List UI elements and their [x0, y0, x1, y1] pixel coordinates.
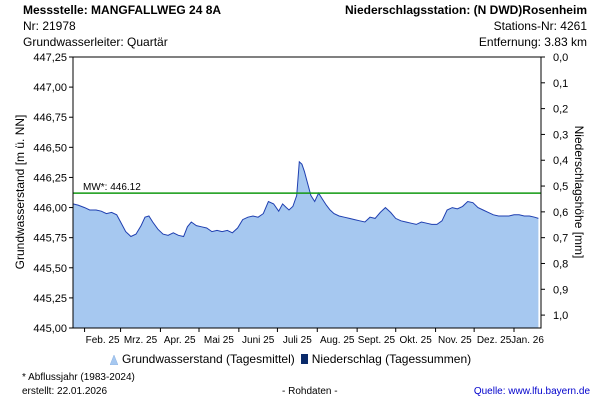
- chart-legend: Grundwasserstand (Tagesmittel) Niedersch…: [109, 352, 472, 366]
- x-tick-label: Okt. 25: [400, 335, 433, 346]
- groundwater-area: [73, 161, 539, 328]
- mean-label: MW*: 446.12: [83, 182, 141, 193]
- station-number: Nr: 21978: [23, 19, 76, 33]
- precip-station-distance: Entfernung: 3.83 km: [478, 35, 587, 49]
- y2-axis-label: Niederschlagshöhe [mm]: [572, 126, 586, 259]
- y-tick-label: 445,50: [33, 263, 67, 275]
- legend-groundwater-swatch: [109, 354, 119, 366]
- y-tick-label: 445,00: [33, 323, 67, 335]
- x-tick-label: Apr. 25: [164, 335, 196, 346]
- x-tick-label: Mai 25: [204, 335, 234, 346]
- y2-tick-label: 0,1: [553, 78, 568, 90]
- x-tick-label: Juli 25: [283, 335, 312, 346]
- y-tick-label: 445,75: [33, 233, 67, 245]
- x-tick-label: Feb. 25: [86, 335, 120, 346]
- raw-data-note: - Rohdaten -: [282, 386, 338, 397]
- y2-tick-label: 0,5: [553, 181, 568, 193]
- x-tick-label: Sept. 25: [358, 335, 396, 346]
- legend-precip-label: Niederschlag (Tagessummen): [311, 352, 472, 366]
- precip-station-number: Stations-Nr: 4261: [493, 19, 587, 33]
- x-tick-label: Nov. 25: [438, 335, 472, 346]
- y-tick-label: 446,25: [33, 172, 67, 184]
- y2-tick-label: 0,9: [553, 284, 568, 296]
- y2-tick-label: 0,8: [553, 258, 568, 270]
- y2-tick-label: 0,7: [553, 233, 568, 245]
- y-tick-label: 445,25: [33, 293, 67, 305]
- y-tick-label: 447,00: [33, 82, 67, 94]
- x-tick-label: Aug. 25: [320, 335, 355, 346]
- y2-axis-ticks: 0,0 0,1 0,2 0,3 0,4 0,5 0,6 0,7 0,8 0,9 1,0: [541, 52, 568, 322]
- source-link[interactable]: Quelle: www.lfu.bayern.de: [473, 386, 590, 397]
- y2-tick-label: 0,6: [553, 207, 568, 219]
- y-tick-label: 446,00: [33, 203, 67, 215]
- station-title: Messstelle: MANGFALLWEG 24 8A: [23, 3, 222, 17]
- x-tick-label: Jan. 26: [511, 335, 544, 346]
- y2-tick-label: 0,2: [553, 104, 568, 116]
- x-axis-ticks: Feb. 25 Mrz. 25 Apr. 25 Mai 25 Juni 25 Juli 2…: [84, 328, 544, 346]
- footnote: * Abflussjahr (1983-2024): [22, 372, 135, 383]
- precip-station-title: Niederschlagsstation: (N DWD)Rosenheim: [344, 3, 587, 17]
- created-date: erstellt: 22.01.2026: [22, 386, 108, 397]
- y-tick-label: 447,25: [33, 52, 67, 64]
- legend-precip-swatch: [300, 354, 308, 364]
- plot-frame: [72, 56, 542, 329]
- y-tick-label: 446,50: [33, 142, 67, 154]
- y2-tick-label: 0,0: [553, 52, 568, 64]
- legend-groundwater-label: Grundwasserstand (Tagesmittel): [122, 352, 295, 366]
- x-tick-label: Juni 25: [242, 335, 275, 346]
- aquifer-label: Grundwasserleiter: Quartär: [23, 35, 168, 49]
- y2-tick-label: 0,3: [553, 129, 568, 141]
- x-tick-label: Mrz. 25: [124, 335, 158, 346]
- y-axis-label: Grundwasserstand [m ü. NN]: [13, 115, 27, 270]
- groundwater-line: [72, 160, 539, 238]
- y2-tick-label: 0,4: [553, 155, 568, 167]
- y-tick-label: 446,75: [33, 112, 67, 124]
- y-axis-ticks: 445,00 445,25 445,50 445,75 446,00 446,25 446,…: [33, 52, 73, 335]
- y2-tick-label: 1,0: [553, 310, 568, 322]
- x-tick-label: Dez. 25: [477, 335, 512, 346]
